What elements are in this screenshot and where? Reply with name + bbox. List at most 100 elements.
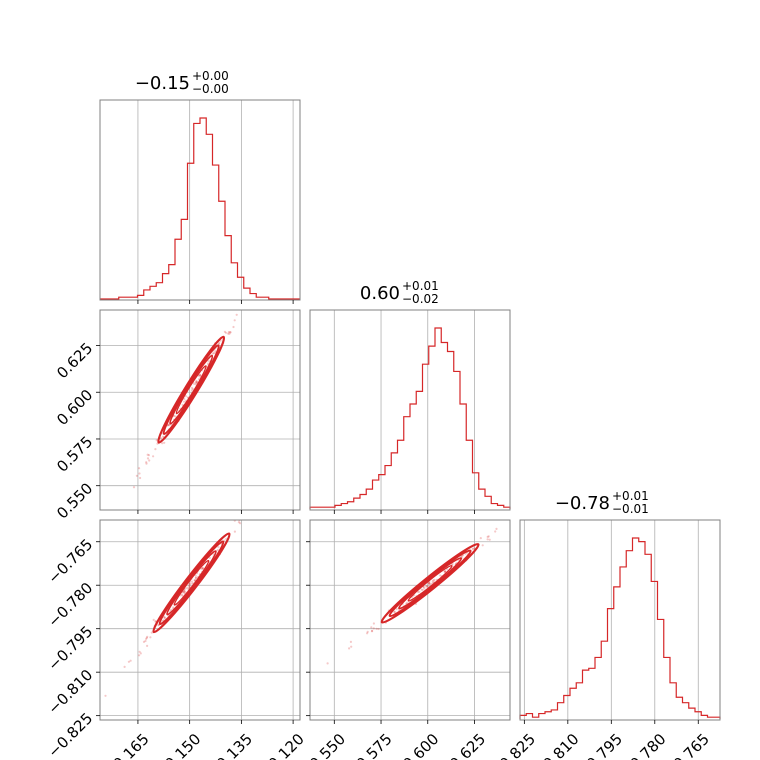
sample-point — [183, 590, 186, 593]
panel-frame — [99, 99, 301, 301]
sample-point — [371, 629, 374, 632]
sample-point — [155, 439, 158, 442]
sample-point — [241, 304, 243, 306]
contour-level-3 — [398, 557, 463, 610]
contour-level-4 — [407, 564, 453, 602]
sample-point — [405, 601, 408, 605]
sample-point — [375, 627, 378, 630]
sample-point — [235, 313, 238, 316]
y-tick-label: −0.765 — [44, 535, 96, 587]
sample-point — [142, 640, 146, 644]
hist-step-2 — [309, 327, 511, 509]
x-tick-label: −0.165 — [101, 730, 153, 760]
sample-point — [425, 585, 428, 588]
sample-point — [372, 627, 375, 630]
hist-panel-3: −0.78 +0.01−0.01 — [519, 489, 721, 721]
param-lower-3: −0.01 — [612, 502, 649, 516]
sample-point — [239, 522, 242, 525]
param-upper-1: +0.00 — [192, 69, 229, 83]
sample-point — [195, 381, 198, 384]
sample-point — [233, 530, 236, 533]
sample-point — [146, 635, 149, 638]
sample-point — [138, 472, 141, 475]
sample-point — [211, 352, 215, 355]
sample-point — [145, 637, 148, 641]
sample-point — [370, 630, 374, 633]
sample-point — [350, 645, 353, 648]
sample-point — [194, 576, 198, 579]
sample-point — [223, 330, 226, 333]
sample-point — [163, 441, 166, 444]
sample-point — [217, 546, 220, 549]
sample-point — [146, 453, 149, 456]
sample-point — [372, 622, 375, 625]
sample-point — [233, 319, 236, 322]
sample-point — [190, 386, 193, 389]
sample-point — [224, 331, 228, 334]
sample-point — [265, 478, 267, 480]
param-title-3: −0.78 — [555, 493, 610, 514]
sample-point — [170, 608, 173, 612]
sample-point — [494, 530, 497, 533]
sample-point — [188, 584, 191, 587]
sample-point — [487, 535, 490, 538]
sample-point — [366, 630, 369, 634]
sample-point — [146, 457, 150, 460]
sample-point — [194, 574, 197, 577]
sample-point — [148, 459, 151, 462]
contour-level-2 — [158, 540, 225, 626]
hist-panel-2: 0.60 +0.01−0.02 — [309, 279, 511, 511]
x-tick-label: 0.625 — [446, 730, 489, 760]
sample-point — [172, 606, 175, 609]
y-tick-label: −0.825 — [44, 709, 96, 760]
sample-point — [199, 373, 202, 376]
sample-point — [433, 578, 436, 582]
contour-level-3 — [166, 550, 217, 616]
sample-point — [173, 414, 176, 417]
sample-point — [214, 350, 217, 353]
x-tick-label: 0.600 — [399, 730, 442, 760]
sample-point — [208, 556, 211, 560]
x-tick-label: −0.765 — [661, 730, 713, 760]
sample-point — [191, 582, 194, 585]
hist-step-1 — [100, 117, 300, 300]
sample-point — [207, 362, 210, 365]
sample-point — [431, 580, 434, 583]
sample-point — [471, 548, 474, 551]
sample-point — [486, 538, 489, 541]
scatter-layer — [326, 512, 509, 665]
sample-point — [181, 403, 184, 406]
sample-point — [507, 512, 509, 514]
sample-point — [201, 567, 204, 570]
scatter-panel-3 — [309, 512, 511, 721]
sample-point — [188, 583, 191, 586]
panel-frame — [99, 519, 301, 721]
sample-point — [189, 582, 192, 585]
sample-point — [393, 611, 396, 614]
sample-point — [139, 652, 142, 655]
hist-panel-1: −0.15 +0.00−0.00 — [99, 69, 301, 301]
sample-point — [145, 636, 148, 639]
param-title-1: −0.15 — [135, 73, 190, 94]
y-tick-label: −0.780 — [44, 579, 96, 631]
sample-point — [183, 590, 186, 593]
x-tick-label: −0.135 — [204, 730, 256, 760]
sample-point — [184, 395, 188, 398]
sample-point — [395, 607, 398, 611]
sample-point — [194, 577, 197, 580]
sample-point — [417, 590, 420, 594]
x-tick-label: 0.550 — [306, 730, 349, 760]
sample-point — [183, 591, 186, 595]
y-tick-label: 0.625 — [53, 339, 96, 382]
sample-point — [159, 437, 163, 440]
sample-point — [161, 442, 164, 445]
sample-point — [201, 567, 204, 570]
sample-point — [104, 694, 107, 697]
sample-point — [191, 387, 194, 390]
sample-point — [194, 381, 197, 384]
sample-point — [479, 537, 482, 540]
sample-point — [349, 640, 352, 644]
panel-frame — [309, 519, 511, 721]
sample-point — [163, 616, 166, 620]
